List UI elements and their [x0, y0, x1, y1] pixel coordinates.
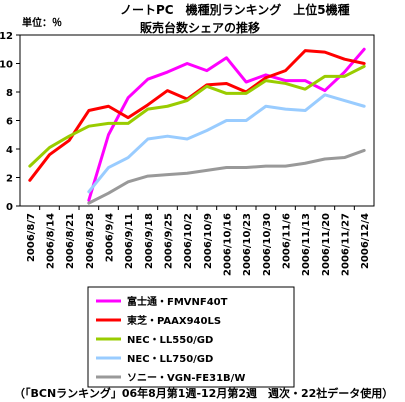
series-line-1 [87, 47, 366, 202]
y-tick-label: 10 [0, 60, 13, 71]
y-tick-label: 6 [6, 117, 13, 128]
legend-label: 東芝・PAAX940LS [127, 314, 221, 327]
y-tick-label: 2 [6, 174, 13, 185]
x-tick-label: 2006/9/11 [124, 213, 135, 269]
series-lines [28, 47, 366, 205]
legend: 富士通・FMVNF40T 東芝・PAAX940LS NEC・LL550/GD NEC・… [87, 286, 295, 388]
x-tick-label: 2006/8/7 [26, 213, 37, 262]
y-tick-label: 12 [0, 31, 13, 42]
x-tick-label: 2006/9/4 [105, 213, 116, 262]
legend-label: NEC・LL750/GD [127, 354, 213, 365]
series-line-3 [28, 64, 366, 168]
x-tick-label: 2006/11/6 [282, 213, 293, 269]
y-tick-label: 8 [6, 88, 13, 99]
x-tick-label: 2006/9/18 [144, 213, 155, 269]
legend-label: ソニー・VGN-FE31B/W [127, 373, 245, 384]
source-footnote: （「BCNランキング」06年8月第1週-12月第2週 週次・22社データ使用） [14, 386, 393, 400]
y-tick-label: 0 [6, 202, 13, 213]
x-tick-label: 2006/11/20 [321, 213, 332, 276]
x-tick-label: 2006/10/9 [203, 213, 214, 269]
x-tick-label: 2006/10/2 [183, 213, 194, 269]
legend-label: 富士通・FMVNF40T [127, 295, 228, 308]
x-tick-label: 2006/12/4 [360, 213, 371, 269]
x-tick-label: 2006/10/16 [223, 213, 234, 276]
x-tick-label: 2006/8/21 [65, 213, 76, 269]
chart-title: ノートPC 機種別ランキング 上位5機種 [120, 2, 350, 17]
x-tick-label: 2006/11/27 [341, 213, 352, 276]
legend-label: NEC・LL550/GD [127, 335, 213, 346]
x-tick-label: 2006/8/14 [46, 213, 57, 269]
x-tick-label: 2006/9/25 [164, 213, 175, 269]
y-axis-unit-label: 単位：％ [22, 16, 62, 29]
series-line-5 [87, 148, 366, 205]
plot-frame [19, 34, 375, 207]
y-tick-label: 4 [6, 145, 13, 156]
plot-area [19, 34, 375, 207]
chart-subtitle: 販売台数シェアの推移 [140, 20, 260, 35]
legend-box [87, 286, 295, 388]
x-tick-label: 2006/10/30 [262, 213, 273, 276]
x-axis: 2006/8/7 2006/8/14 2006/8/21 2006/8/28 2006/… [26, 206, 371, 276]
x-tick-label: 2006/10/23 [242, 213, 253, 276]
x-tick-label: 2006/11/13 [301, 213, 312, 276]
x-tick-label: 2006/8/28 [85, 213, 96, 269]
y-axis: 0 2 4 6 8 10 12 [0, 31, 20, 213]
series-line-4 [87, 93, 366, 194]
